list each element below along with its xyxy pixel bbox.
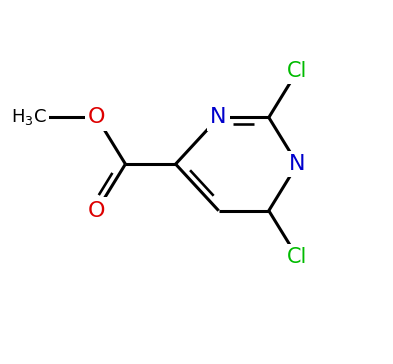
Text: O: O: [88, 201, 105, 221]
Text: N: N: [289, 154, 306, 174]
Text: $\mathregular{H_3C}$: $\mathregular{H_3C}$: [11, 107, 46, 127]
Text: O: O: [88, 107, 105, 127]
Text: Cl: Cl: [287, 247, 308, 267]
Text: Cl: Cl: [287, 61, 308, 81]
Text: N: N: [210, 107, 227, 127]
